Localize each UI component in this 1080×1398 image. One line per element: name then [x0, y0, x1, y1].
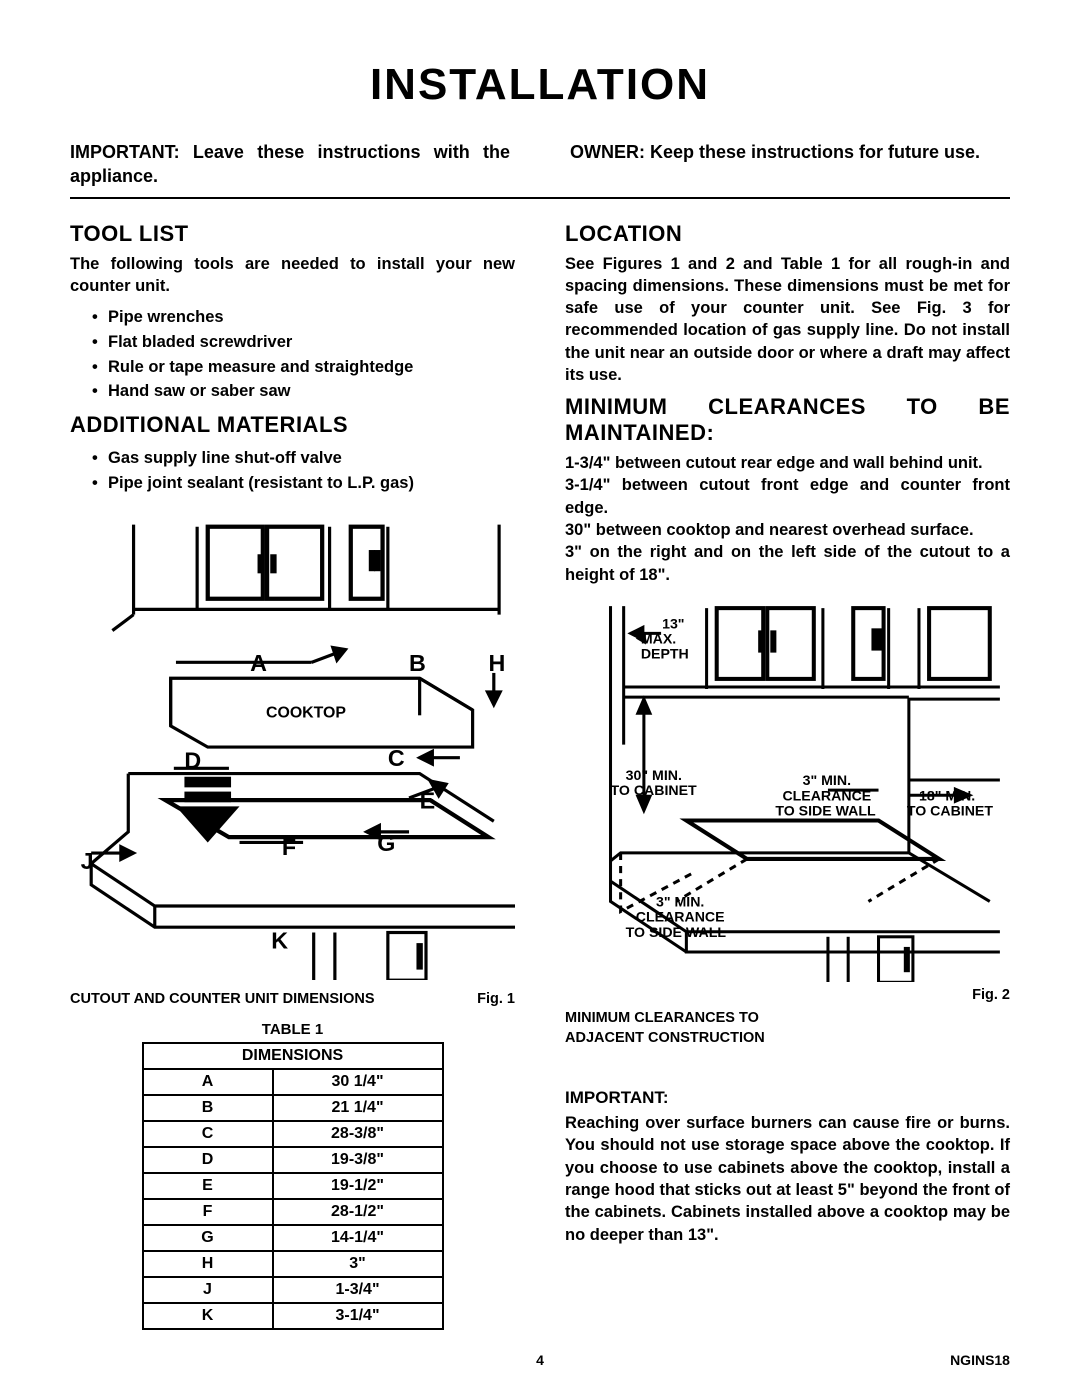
svg-text:13": 13" — [662, 615, 684, 631]
table-header: DIMENSIONS — [143, 1043, 443, 1069]
important-block: IMPORTANT: Reaching over surface burners… — [565, 1088, 1010, 1246]
figure-1-svg: A B H COOKTOP C D E F G J K — [70, 514, 515, 980]
svg-text:MAX.: MAX. — [641, 630, 676, 646]
svg-text:C: C — [388, 745, 405, 771]
materials-head: ADDITIONAL MATERIALS — [70, 412, 515, 438]
notice-important: IMPORTANT: Leave these instructions with… — [70, 140, 510, 189]
tool-list: Pipe wrenches Flat bladed screwdriver Ru… — [70, 305, 515, 404]
clearance-line: 3-1/4" between cutout front edge and cou… — [565, 474, 1010, 519]
notice-owner: OWNER: Keep these instructions for futur… — [570, 140, 1010, 189]
list-item: Rule or tape measure and straightedge — [92, 355, 515, 380]
list-item: Hand saw or saber saw — [92, 379, 515, 404]
cell: 28-3/8" — [273, 1121, 443, 1147]
cell: B — [143, 1095, 273, 1121]
fig2-label: Fig. 2 — [565, 987, 1010, 1003]
page-title: INSTALLATION — [70, 60, 1010, 110]
cell: 28-1/2" — [273, 1199, 443, 1225]
dimensions-table: DIMENSIONS A30 1/4" B21 1/4" C28-3/8" D1… — [142, 1042, 444, 1330]
figure-2-svg: 13" MAX. DEPTH 30" MIN. TO CABINET 3" MI… — [565, 598, 1010, 982]
notice-row: IMPORTANT: Leave these instructions with… — [70, 140, 1010, 189]
svg-text:F: F — [282, 834, 296, 860]
cell: G — [143, 1225, 273, 1251]
svg-text:3" MIN.: 3" MIN. — [656, 893, 704, 909]
svg-text:J: J — [81, 848, 94, 874]
cell: 3-1/4" — [273, 1303, 443, 1329]
svg-text:DEPTH: DEPTH — [641, 645, 689, 661]
page-number: 4 — [383, 1352, 696, 1368]
cell: K — [143, 1303, 273, 1329]
svg-text:TO SIDE WALL: TO SIDE WALL — [626, 924, 727, 940]
important-body: Reaching over surface burners can cause … — [565, 1112, 1010, 1246]
tool-list-head: TOOL LIST — [70, 221, 515, 247]
cell: 19-1/2" — [273, 1173, 443, 1199]
svg-text:3" MIN.: 3" MIN. — [803, 772, 851, 788]
divider — [70, 197, 1010, 199]
location-head: LOCATION — [565, 221, 1010, 247]
doc-code: NGINS18 — [697, 1352, 1010, 1368]
clearance-line: 3" on the right and on the left side of … — [565, 541, 1010, 586]
cell: A — [143, 1069, 273, 1095]
svg-text:K: K — [271, 927, 288, 953]
svg-text:TO SIDE WALL: TO SIDE WALL — [775, 802, 876, 818]
materials-list: Gas supply line shut-off valve Pipe join… — [70, 446, 515, 496]
svg-text:CLEARANCE: CLEARANCE — [636, 908, 725, 924]
cell: 14-1/4" — [273, 1225, 443, 1251]
svg-text:E: E — [420, 787, 436, 813]
svg-text:18" MIN.: 18" MIN. — [919, 787, 975, 803]
cell: F — [143, 1199, 273, 1225]
svg-text:A: A — [250, 649, 267, 675]
table-title: TABLE 1 — [70, 1021, 515, 1038]
svg-text:30" MIN.: 30" MIN. — [626, 767, 682, 783]
clearance-line: 30" between cooktop and nearest overhead… — [565, 519, 1010, 541]
cell: H — [143, 1251, 273, 1277]
svg-text:TO CABINET: TO CABINET — [611, 782, 698, 798]
svg-text:H: H — [489, 649, 506, 675]
svg-text:CLEARANCE: CLEARANCE — [782, 787, 871, 803]
list-item: Gas supply line shut-off valve — [92, 446, 515, 471]
clearances-head: MINIMUM CLEARANCES TO BE MAINTAINED: — [565, 394, 1010, 446]
cell: C — [143, 1121, 273, 1147]
left-column: TOOL LIST The following tools are needed… — [70, 213, 515, 1330]
clearance-line: 1-3/4" between cutout rear edge and wall… — [565, 452, 1010, 474]
main-columns: TOOL LIST The following tools are needed… — [70, 213, 1010, 1330]
cell: J — [143, 1277, 273, 1303]
fig2-caption: MINIMUM CLEARANCES TO ADJACENT CONSTRUCT… — [565, 1009, 1010, 1048]
figure-2: 13" MAX. DEPTH 30" MIN. TO CABINET 3" MI… — [565, 598, 1010, 1048]
svg-text:G: G — [377, 830, 395, 856]
figure-1: A B H COOKTOP C D E F G J K CUTOUT AND C… — [70, 514, 515, 1007]
fig1-caption: CUTOUT AND COUNTER UNIT DIMENSIONS — [70, 991, 375, 1007]
cell: 3" — [273, 1251, 443, 1277]
cell: D — [143, 1147, 273, 1173]
list-item: Pipe joint sealant (resistant to L.P. ga… — [92, 471, 515, 496]
list-item: Flat bladed screwdriver — [92, 330, 515, 355]
cell: 19-3/8" — [273, 1147, 443, 1173]
list-item: Pipe wrenches — [92, 305, 515, 330]
cell: 1-3/4" — [273, 1277, 443, 1303]
cell: E — [143, 1173, 273, 1199]
svg-text:TO CABINET: TO CABINET — [907, 802, 994, 818]
tool-list-intro: The following tools are needed to instal… — [70, 253, 515, 298]
svg-text:B: B — [409, 649, 426, 675]
svg-text:D: D — [184, 747, 201, 773]
svg-text:COOKTOP: COOKTOP — [266, 704, 346, 721]
fig1-label: Fig. 1 — [477, 991, 515, 1007]
cell: 21 1/4" — [273, 1095, 443, 1121]
location-body: See Figures 1 and 2 and Table 1 for all … — [565, 253, 1010, 387]
important-head: IMPORTANT: — [565, 1088, 1010, 1108]
cell: 30 1/4" — [273, 1069, 443, 1095]
footer: 4 NGINS18 — [70, 1352, 1010, 1368]
right-column: LOCATION See Figures 1 and 2 and Table 1… — [565, 213, 1010, 1330]
